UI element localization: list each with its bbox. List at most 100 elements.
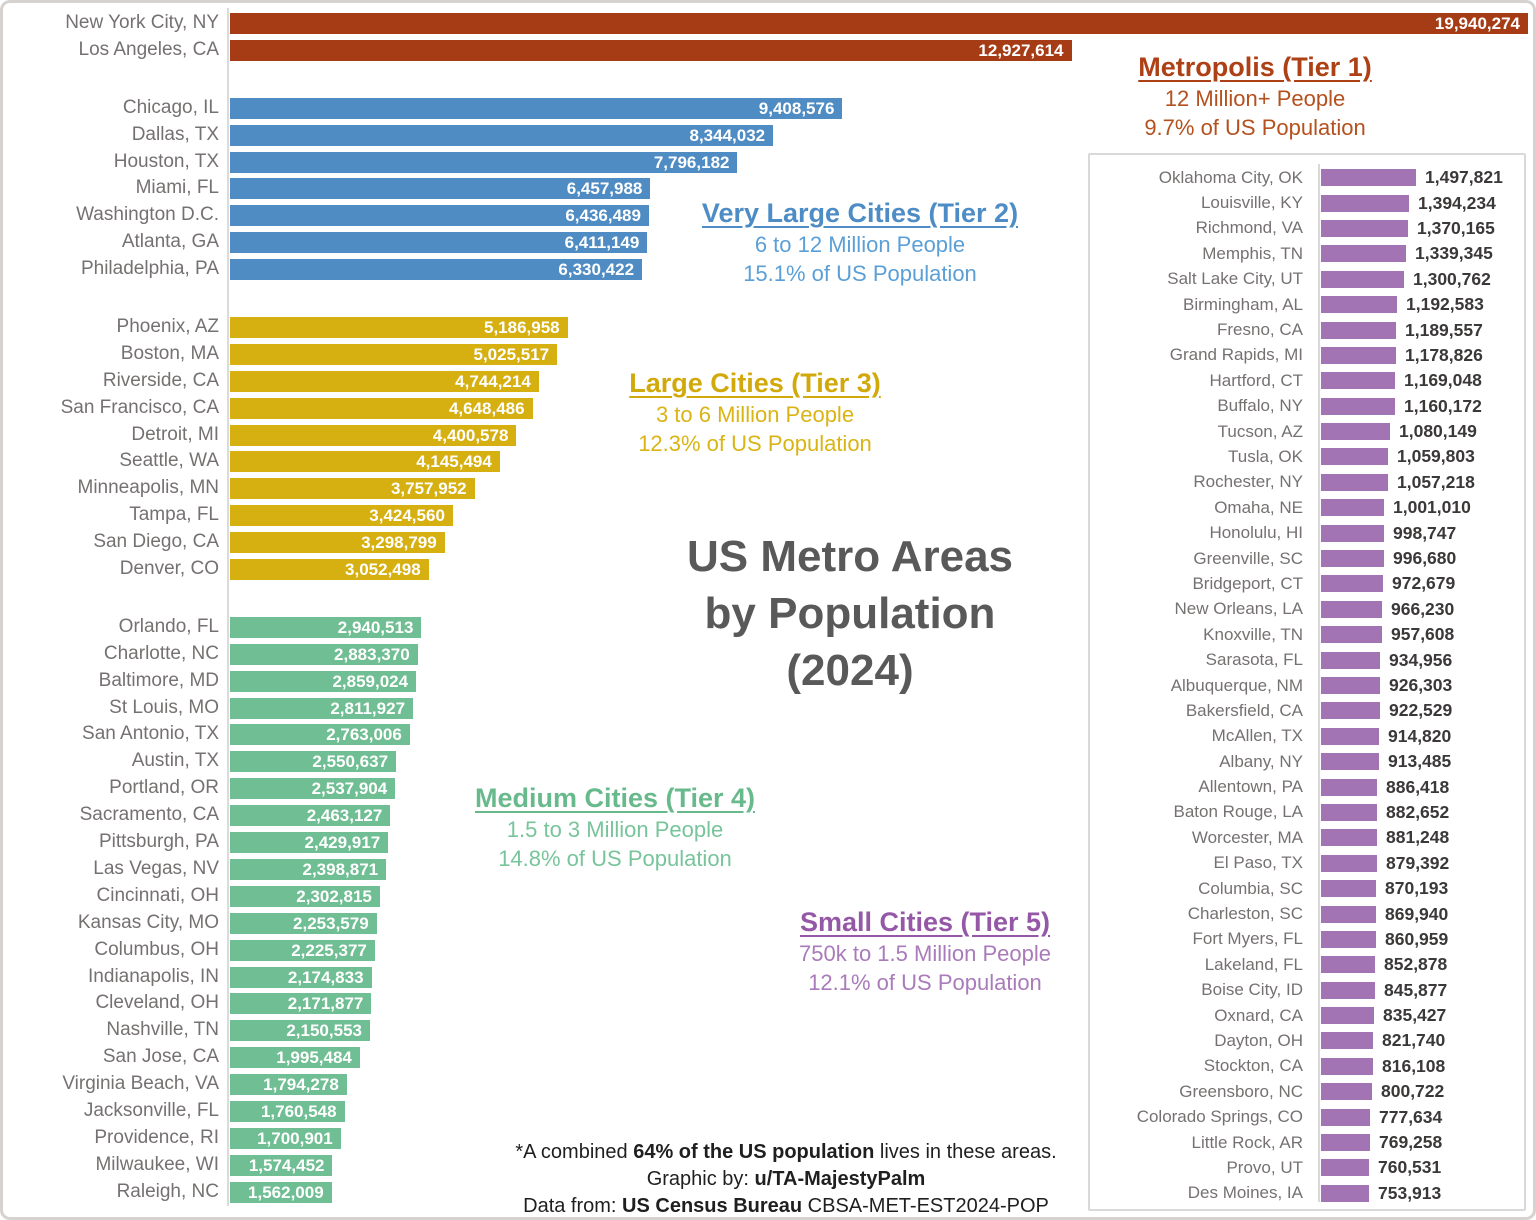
population-bar [1321,727,1379,745]
bar-zone: 19,940,274 [227,10,1528,37]
city-label: Boston, MA [120,342,219,364]
city-label: Honolulu, HI [1209,523,1303,543]
bar-zone: 3,757,952 [227,475,1528,502]
city-label: Washington D.C. [76,204,219,226]
bar-zone: 2,537,904 [227,775,1528,802]
city-label: Grand Rapids, MI [1169,345,1303,365]
population-bar [1321,1083,1372,1101]
population-value: 777,634 [1379,1106,1443,1127]
bar-row: Chicago, IL 9,408,576 [10,95,1528,122]
population-value: 2,463,127 [306,806,383,826]
city-label: Dallas, TX [131,123,219,145]
bar-row: Baltimore, MD 2,859,024 [10,668,1528,695]
bar-zone: 3,298,799 [227,529,1528,556]
bar-zone: 1,760,548 [227,1098,1528,1125]
bar-row: Oklahoma City, OK 1,497,821 [1090,165,1524,190]
city-label: Baton Rouge, LA [1173,802,1303,822]
population-value: 996,680 [1393,548,1457,569]
chart-title-line1: US Metro Areas [686,532,1014,581]
tier5-legend-title: Small Cities (Tier 5) [799,907,1051,937]
population-bar [1321,702,1380,720]
population-value: 7,796,182 [653,152,730,172]
population-value: 2,550,637 [312,752,389,772]
bar-zone: 4,145,494 [227,448,1528,475]
bar-zone: 2,940,513 [227,614,1528,641]
population-bar [1321,321,1396,339]
bar-zone: 2,550,637 [227,748,1528,775]
city-label: San Antonio, TX [82,723,219,745]
bar-row: Little Rock, AR 769,258 [1090,1130,1524,1155]
tier5-axis-line [1318,164,1320,1202]
population-bar: 2,883,370 [230,643,418,665]
population-value: 881,248 [1386,827,1450,848]
bar-row: Knoxville, TN 957,608 [1090,622,1524,647]
population-value: 2,150,553 [286,1021,362,1041]
city-label: Riverside, CA [102,369,219,391]
city-label: Rochester, NY [1193,472,1303,492]
city-label: El Paso, TX [1213,853,1303,873]
population-bar: 1,995,484 [230,1047,360,1069]
city-label: Charlotte, NC [103,642,219,664]
tier4-legend-range: 1.5 to 3 Million People [506,817,724,842]
population-bar: 2,763,006 [230,724,410,746]
city-label: Greensboro, NC [1179,1081,1303,1101]
tier3-legend-title: Large Cities (Tier 3) [629,368,881,398]
population-bar [1321,219,1408,237]
population-value: 1,562,009 [248,1182,324,1202]
city-label: Las Vegas, NV [93,857,219,879]
population-bar [1321,1032,1373,1050]
city-label: Nashville, TN [106,1019,219,1041]
population-value: 1,497,821 [1425,167,1503,188]
population-value: 3,298,799 [361,533,437,553]
bar-zone: 1,700,901 [227,1125,1528,1152]
bar-zone: 852,878 [1321,954,1447,975]
bar-row: Greensboro, NC 800,722 [1090,1079,1524,1104]
city-label: Albany, NY [1219,751,1303,771]
population-value: 2,811,927 [330,698,406,718]
population-bar [1321,499,1384,517]
city-label: Charleston, SC [1187,904,1303,924]
main-bar-chart: New York City, NY 19,940,274 Los Angeles, … [10,10,1528,1206]
population-bar [1321,245,1406,263]
city-label: St Louis, MO [109,696,219,718]
bar-zone: 1,059,803 [1321,446,1475,467]
tier5-legend-range: 750k to 1.5 Million People [799,941,1051,966]
population-bar [1321,296,1397,314]
bar-row: San Diego, CA 3,298,799 [10,529,1528,556]
tier1-legend-title: Metropolis (Tier 1) [1138,52,1372,82]
bar-row: Charleston, SC 869,940 [1090,901,1524,926]
population-bar: 2,859,024 [230,670,417,692]
tier4-legend-share: 14.8% of US Population [498,846,732,871]
population-bar [1321,803,1377,821]
bar-row: Cleveland, OH 2,171,877 [10,990,1528,1017]
population-bar: 2,225,377 [230,939,375,961]
bar-row: Milwaukee, WI 1,574,452 [10,1152,1528,1179]
city-label: San Diego, CA [93,531,219,553]
bar-zone: 2,302,815 [227,883,1528,910]
bar-zone: 1,160,172 [1321,396,1482,417]
city-label: Oklahoma City, OK [1158,167,1303,187]
population-bar [1321,753,1379,771]
bar-row: Bridgeport, CT 972,679 [1090,571,1524,596]
tier3-legend: Large Cities (Tier 3) 3 to 6 Million Peo… [550,366,960,458]
tier5-legend: Small Cities (Tier 5) 750k to 1.5 Millio… [720,905,1130,997]
bar-row: Allentown, PA 886,418 [1090,774,1524,799]
bar-row: Omaha, NE 1,001,010 [1090,495,1524,520]
population-value: 860,959 [1385,928,1449,949]
bar-zone: 4,400,578 [227,422,1528,449]
population-value: 800,722 [1381,1081,1445,1102]
bar-zone: 2,429,917 [227,829,1528,856]
population-bar [1321,575,1383,593]
population-value: 972,679 [1392,573,1456,594]
bar-zone: 8,344,032 [227,122,1528,149]
population-value: 1,700,901 [257,1128,333,1148]
bar-zone: 913,485 [1321,751,1451,772]
city-label: Greenville, SC [1193,548,1303,568]
bar-zone: 1,080,149 [1321,421,1477,442]
bar-zone: 926,303 [1321,675,1452,696]
population-value: 998,747 [1393,522,1457,543]
chart-title-line3: (2024) [786,646,914,695]
bar-row: Fort Myers, FL 860,959 [1090,927,1524,952]
population-value: 1,059,803 [1397,446,1475,467]
city-label: Salt Lake City, UT [1167,269,1303,289]
